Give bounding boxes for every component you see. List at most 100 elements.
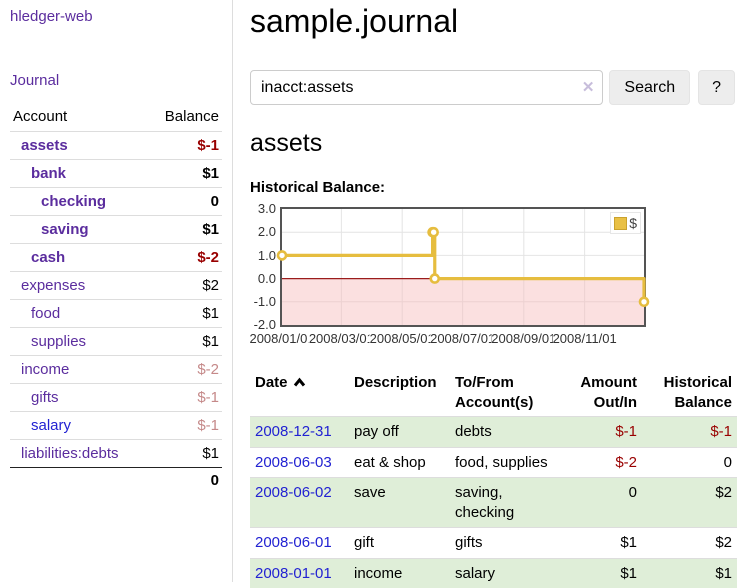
transaction-date-link[interactable]: 2008-06-01: [255, 534, 332, 551]
x-tick-label: 2008/05/01: [370, 331, 435, 347]
account-balance: $1: [148, 300, 222, 328]
search-input[interactable]: [250, 70, 603, 105]
account-balance: $1: [148, 216, 222, 244]
transaction-description: save: [349, 478, 450, 528]
legend-swatch: [614, 217, 627, 230]
accounts-total-value: 0: [148, 468, 222, 494]
account-row: bank $1: [10, 160, 222, 188]
accounts-col-header-balance: Balance: [148, 104, 222, 132]
chart-plot-area: $: [280, 207, 646, 327]
chart-section-label: Historical Balance:: [250, 179, 735, 196]
legend-label: $: [629, 215, 637, 231]
transaction-date-link[interactable]: 2008-01-01: [255, 565, 332, 582]
account-link[interactable]: salary: [31, 417, 71, 434]
transaction-description: gift: [349, 528, 450, 559]
sort-ascending-icon: [293, 377, 306, 388]
transaction-balance: $2: [642, 528, 737, 559]
register-col-header-balance: Historical Balance: [642, 369, 737, 417]
x-tick-label: 2008/09/01: [491, 331, 556, 347]
transaction-balance: 0: [642, 447, 737, 478]
transaction-amount: $1: [557, 528, 642, 559]
account-balance: $1: [148, 160, 222, 188]
account-link[interactable]: bank: [31, 165, 66, 182]
clear-search-icon[interactable]: ✕: [582, 78, 595, 96]
account-row: supplies $1: [10, 328, 222, 356]
account-balance: $-1: [148, 132, 222, 160]
transaction-accounts: gifts: [450, 528, 557, 559]
account-row: cash $-2: [10, 244, 222, 272]
account-row: food $1: [10, 300, 222, 328]
account-balance: $1: [148, 328, 222, 356]
account-link[interactable]: liabilities:debts: [21, 445, 119, 462]
account-row: expenses $2: [10, 272, 222, 300]
register-table: Date Description To/From Account(s) Amou…: [250, 369, 737, 588]
account-row: income$-2: [10, 356, 222, 384]
transaction-amount: $1: [557, 558, 642, 588]
transaction-date-link[interactable]: 2008-12-31: [255, 423, 332, 440]
y-tick-label: 3.0: [258, 201, 276, 217]
account-balance: $2: [148, 272, 222, 300]
app-brand-link[interactable]: hledger-web: [10, 8, 222, 25]
data-point: [430, 228, 438, 236]
sidebar-item-journal[interactable]: Journal: [10, 72, 222, 89]
register-col-header-description: Description: [349, 369, 450, 417]
account-link[interactable]: cash: [31, 249, 65, 266]
accounts-total-row: 0: [10, 468, 222, 494]
transaction-accounts: salary: [450, 558, 557, 588]
transaction-date-link[interactable]: 2008-06-02: [255, 484, 332, 501]
account-link[interactable]: assets: [21, 137, 68, 154]
chart-legend: $: [610, 212, 641, 234]
sidebar: hledger-web Journal Account Balance asse…: [0, 0, 233, 582]
y-tick-label: 0.0: [258, 271, 276, 287]
x-tick-label: 2008/03/01: [309, 331, 374, 347]
x-tick-label: 2008/11/01: [553, 331, 617, 347]
account-balance: $-2: [148, 244, 222, 272]
account-heading: assets: [250, 129, 735, 158]
account-link[interactable]: expenses: [21, 277, 85, 294]
transaction-balance: $2: [642, 478, 737, 528]
account-balance: $-1: [148, 412, 222, 440]
account-balance: $1: [148, 440, 222, 468]
transaction-description: eat & shop: [349, 447, 450, 478]
y-tick-label: 1.0: [258, 248, 276, 264]
account-row: saving $1: [10, 216, 222, 244]
transaction-date-link[interactable]: 2008-06-03: [255, 454, 332, 471]
data-point: [640, 298, 648, 306]
transaction-accounts: debts: [450, 417, 557, 448]
y-tick-label: 2.0: [258, 224, 276, 240]
account-link[interactable]: income: [21, 361, 69, 378]
account-row: salary $-1: [10, 412, 222, 440]
account-row: liabilities:debts $1: [10, 440, 222, 468]
transaction-accounts: food, supplies: [450, 447, 557, 478]
accounts-col-header-account: Account: [10, 104, 148, 132]
help-button[interactable]: ?: [698, 70, 735, 105]
account-link[interactable]: food: [31, 305, 60, 322]
transaction-accounts: saving, checking: [450, 478, 557, 528]
register-col-header-account: To/From Account(s): [450, 369, 557, 417]
account-link[interactable]: gifts: [31, 389, 59, 406]
search-button[interactable]: Search: [609, 70, 690, 105]
transaction-amount: 0: [557, 478, 642, 528]
data-point: [278, 252, 286, 260]
main-content: sample.journal ✕ Search ? assets Histori…: [234, 0, 742, 582]
transaction-balance: $-1: [642, 417, 737, 448]
transaction-description: income: [349, 558, 450, 588]
account-link[interactable]: supplies: [31, 333, 86, 350]
x-tick-label: 2008/07/01: [430, 331, 495, 347]
register-col-header-date[interactable]: Date: [250, 369, 349, 417]
page-title: sample.journal: [250, 2, 735, 40]
account-link[interactable]: checking: [41, 193, 106, 210]
account-link[interactable]: saving: [41, 221, 89, 238]
search-form: ✕ Search ?: [250, 70, 735, 105]
